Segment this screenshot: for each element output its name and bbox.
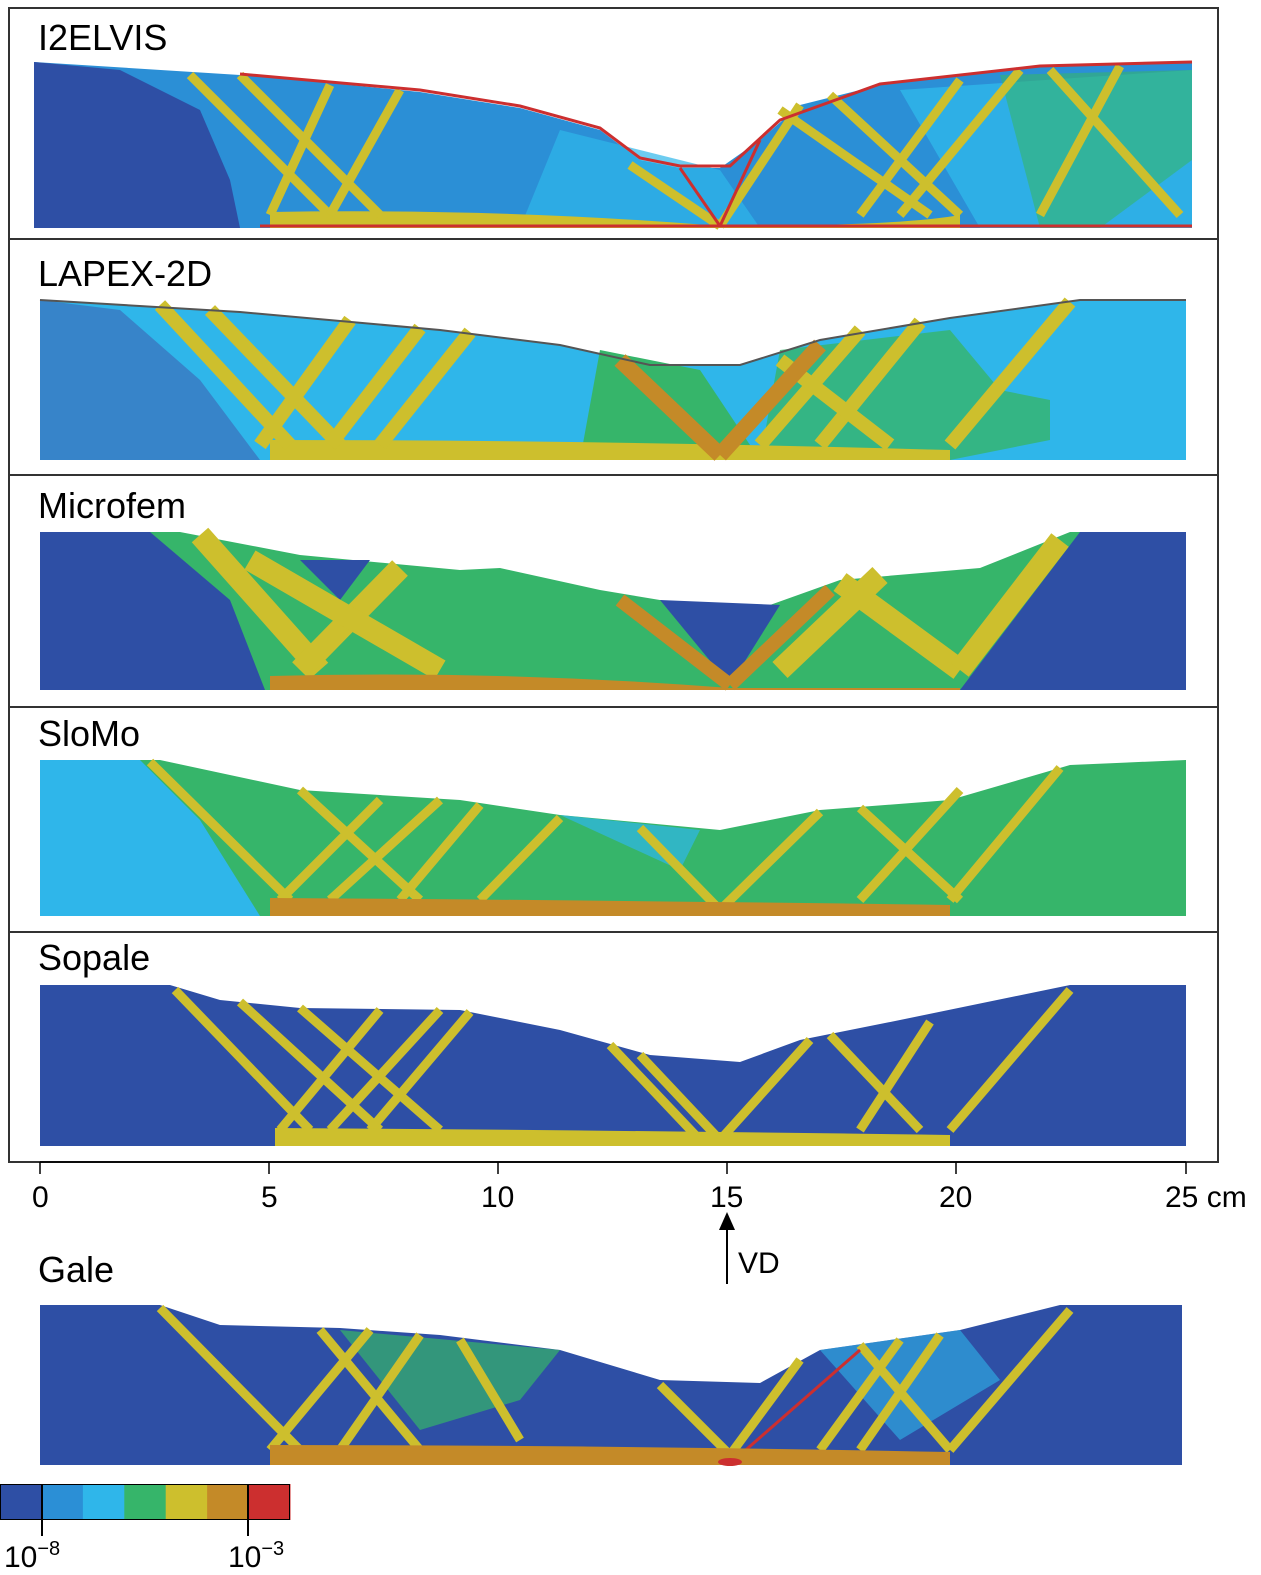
arrow-up-icon bbox=[719, 1212, 735, 1284]
lapex-2d-strain-field bbox=[39, 297, 1186, 461]
colorbar bbox=[0, 1484, 291, 1536]
panel-divider bbox=[8, 706, 1219, 708]
colorbar-swatch bbox=[165, 1484, 208, 1520]
panel-divider bbox=[8, 474, 1219, 476]
panel-label-slomo: SloMo bbox=[38, 713, 141, 754]
colorbar-min-label: 10−8 bbox=[4, 1538, 61, 1574]
horizontal-axis bbox=[39, 1161, 1187, 1174]
colorbar-swatch bbox=[248, 1484, 291, 1520]
panel-label-i2elvis: I2ELVIS bbox=[38, 17, 168, 58]
axis-tick-label: 25 cm bbox=[1165, 1181, 1247, 1214]
colorbar-swatch bbox=[207, 1484, 250, 1520]
colorbar-swatch bbox=[0, 1484, 42, 1520]
colorbar-swatch bbox=[82, 1484, 125, 1520]
gale-strain-field bbox=[40, 1304, 1182, 1466]
colorbar-max-label: 10−3 bbox=[228, 1538, 285, 1574]
panel-divider bbox=[8, 931, 1219, 933]
colorbar-swatch bbox=[41, 1484, 84, 1520]
slomo-strain-field bbox=[40, 758, 1186, 916]
axis-tick-label: 15 bbox=[710, 1181, 744, 1214]
sopale-strain-field bbox=[40, 985, 1186, 1146]
i2elvis-strain-field bbox=[34, 60, 1193, 230]
axis-tick-label: 5 bbox=[261, 1181, 278, 1214]
panel-label-gale: Gale bbox=[38, 1249, 115, 1290]
panel-label-lapex-2d: LAPEX-2D bbox=[38, 253, 213, 294]
axis-tick-label: 20 bbox=[939, 1181, 973, 1214]
panel-label-sopale: Sopale bbox=[38, 937, 151, 978]
axis-tick-label: 10 bbox=[481, 1181, 515, 1214]
axis-tick-label: 0 bbox=[32, 1181, 49, 1214]
vd-label: VD bbox=[738, 1247, 780, 1280]
panel-divider bbox=[8, 238, 1219, 240]
microfem-strain-field bbox=[40, 527, 1186, 691]
colorbar-swatch bbox=[124, 1484, 167, 1520]
panel-label-microfem: Microfem bbox=[38, 485, 187, 526]
